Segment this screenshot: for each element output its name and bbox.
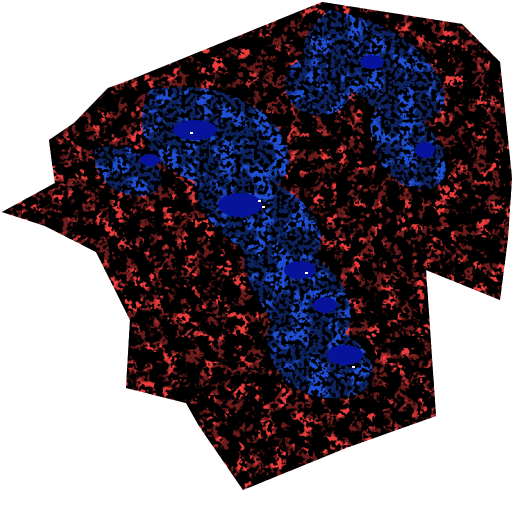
class-none-pixel (352, 366, 355, 368)
class-very-low-patch (415, 142, 435, 158)
class-very-low-patch (140, 154, 160, 166)
class-very-low-patch (313, 297, 337, 313)
class-very-low-patch (327, 345, 363, 365)
class-very-low-patch (284, 261, 316, 279)
class-none-pixel (258, 200, 261, 202)
class-very-low-patch (173, 120, 217, 140)
class-none-pixel (305, 272, 308, 274)
class-none-area (190, 132, 355, 368)
class-very-low-patch (218, 193, 262, 217)
class-very-low-area (140, 55, 435, 365)
class-very-low-patch (360, 55, 384, 69)
class-none-pixel (262, 206, 265, 208)
class-none-pixel (190, 132, 193, 134)
